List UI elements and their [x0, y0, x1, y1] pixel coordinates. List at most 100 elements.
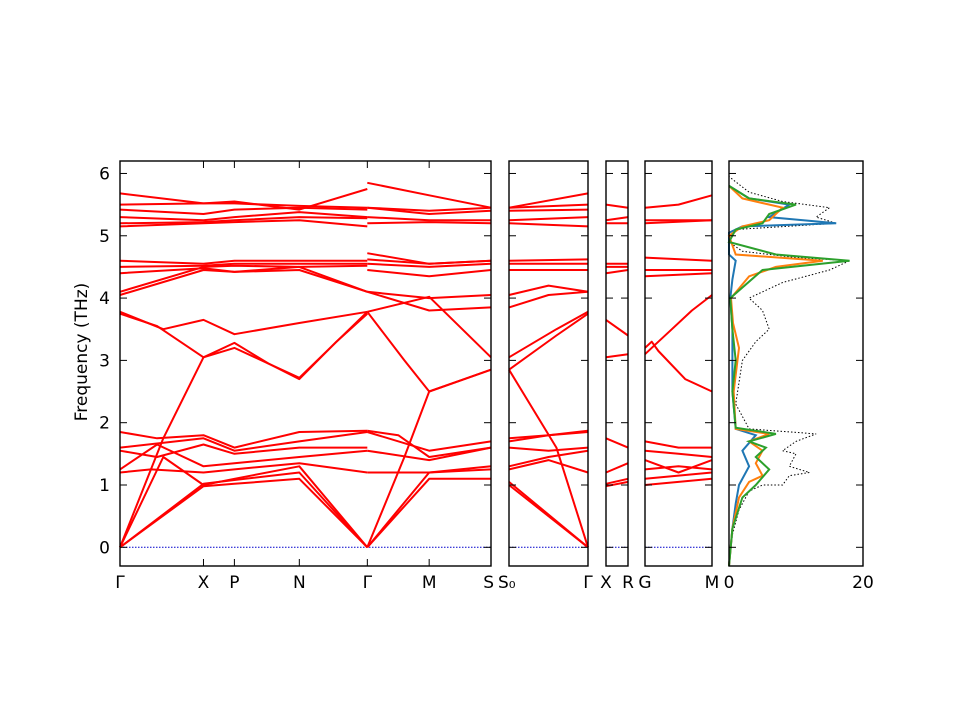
- kpoint-label: M: [422, 573, 437, 593]
- phonon-band-1-19: [119, 211, 368, 222]
- phonon-band-2-15: [508, 258, 589, 262]
- phonon-band-4-4: [644, 459, 713, 474]
- y-tick-label: 1: [99, 476, 110, 496]
- band-panel-frame: [508, 160, 589, 567]
- phonon-band-1-6: [119, 443, 368, 458]
- dos-curve-3: [727, 185, 823, 567]
- phonon-band-4-14: [644, 194, 713, 209]
- band-panel-frame: [605, 160, 629, 567]
- kpoint-label: R: [622, 573, 634, 593]
- phonon-band-1-31: [367, 295, 492, 359]
- phonon-band-4-1: [644, 477, 713, 486]
- band-panel-frame: [119, 160, 492, 567]
- phonon-band-1-20: [119, 206, 368, 215]
- y-tick-label: 5: [99, 227, 110, 247]
- phonon-band-1-28: [367, 429, 492, 458]
- phonon-band-1-13: [119, 264, 368, 293]
- dos-panel-frame: [728, 160, 864, 567]
- y-tick-label: 0: [99, 538, 110, 558]
- phonon-band-2-11: [508, 290, 589, 309]
- phonon-band-3-2: [605, 477, 629, 485]
- phonon-band-3-3: [605, 462, 629, 474]
- phonon-band-2-9: [508, 312, 589, 371]
- phonon-band-4-3: [644, 465, 713, 471]
- phonon-band-2-4: [508, 449, 589, 468]
- phonon-band-4-11: [644, 256, 713, 262]
- kpoint-label: G: [638, 573, 651, 593]
- phonon-band-2-20: [508, 192, 589, 209]
- phonon-band-1-4: [119, 462, 368, 474]
- y-tick-label: 3: [99, 351, 110, 371]
- phonon-band-3-7: [605, 269, 629, 275]
- phonon-band-2-8: [508, 369, 589, 548]
- dos-x-tick-label: 0: [724, 573, 735, 593]
- phonon-band-3-11: [605, 216, 629, 222]
- dos-x-tick-label: 20: [852, 573, 874, 593]
- y-tick-label: 6: [99, 164, 110, 184]
- kpoint-label: S₀: [498, 573, 516, 593]
- phonon-band-1-37: [367, 252, 492, 265]
- phonon-band-1-24: [366, 477, 491, 548]
- phonon-band-1-26: [367, 446, 492, 462]
- phonon-band-1-3: [119, 456, 369, 548]
- phonon-band-1-17: [119, 219, 368, 228]
- dos-curve-4: [727, 185, 850, 567]
- y-tick-label: 4: [99, 289, 110, 309]
- phonon-band-4-5: [644, 440, 712, 449]
- phonon-band-3-5: [605, 353, 629, 359]
- phonon-band-1-14: [119, 264, 368, 275]
- phonon-band-1-27: [367, 431, 492, 452]
- band-panel-frame: [644, 160, 713, 567]
- phonon-band-2-5: [508, 446, 589, 452]
- phonon-band-1-7: [119, 431, 368, 452]
- phonon-band-1-18: [119, 216, 368, 225]
- phonon-band-3-12: [605, 203, 629, 209]
- phonon-band-1-1: [119, 477, 369, 549]
- phonon-band-2-3: [508, 459, 589, 474]
- phonon-band-1-40: [367, 206, 492, 215]
- kpoint-label: Γ: [363, 573, 373, 593]
- phonon-band-2-12: [508, 284, 589, 296]
- phonon-band-1-8: [119, 429, 368, 449]
- phonon-band-1-35: [367, 262, 492, 268]
- phonon-band-1-11: [119, 311, 368, 379]
- phonon-band-1-23: [366, 468, 492, 548]
- phonon-band-3-6: [605, 319, 629, 337]
- phonon-band-1-41: [367, 206, 492, 212]
- phonon-band-1-38: [367, 221, 492, 225]
- phonon-band-1-16: [119, 259, 368, 265]
- phonon-band-2-10: [508, 310, 589, 359]
- phonon-band-1-2: [119, 471, 369, 549]
- phonon-band-1-10: [119, 310, 368, 336]
- phonon-band-1-33: [367, 290, 492, 300]
- phonon-band-1-39: [367, 216, 491, 222]
- phonon-band-1-12: [119, 269, 368, 296]
- kpoint-label: Γ: [115, 573, 125, 593]
- phonon-band-1-21: [119, 202, 368, 209]
- dos-curve-2: [728, 185, 837, 567]
- y-tick-label: 2: [99, 414, 110, 434]
- phonon-band-2-16: [508, 222, 589, 228]
- phonon-band-1-5: [119, 443, 368, 471]
- phonon-band-3-4: [605, 437, 629, 449]
- kpoint-label: N: [293, 573, 306, 593]
- y-axis-title: Frequency (THz): [72, 283, 92, 422]
- kpoint-label: S: [483, 573, 494, 593]
- phonon-band-2-17: [508, 216, 589, 222]
- phonon-band-1-42: [367, 181, 492, 209]
- phonon-band-1-32: [367, 290, 492, 312]
- kpoint-label: P: [229, 573, 239, 593]
- kpoint-label: Γ: [583, 573, 593, 593]
- phonon-band-2-19: [508, 203, 589, 209]
- phonon-band-1-25: [367, 465, 492, 474]
- phonon-band-4-8: [644, 294, 713, 355]
- phonon-band-4-9: [644, 272, 713, 278]
- dos-curve-1: [728, 176, 850, 567]
- phonon-band-4-7: [644, 340, 713, 393]
- phonon-band-2-18: [508, 208, 589, 212]
- phonon-band-4-6: [644, 449, 713, 458]
- phonon-band-1-22: [119, 188, 368, 211]
- kpoint-label: X: [198, 573, 210, 593]
